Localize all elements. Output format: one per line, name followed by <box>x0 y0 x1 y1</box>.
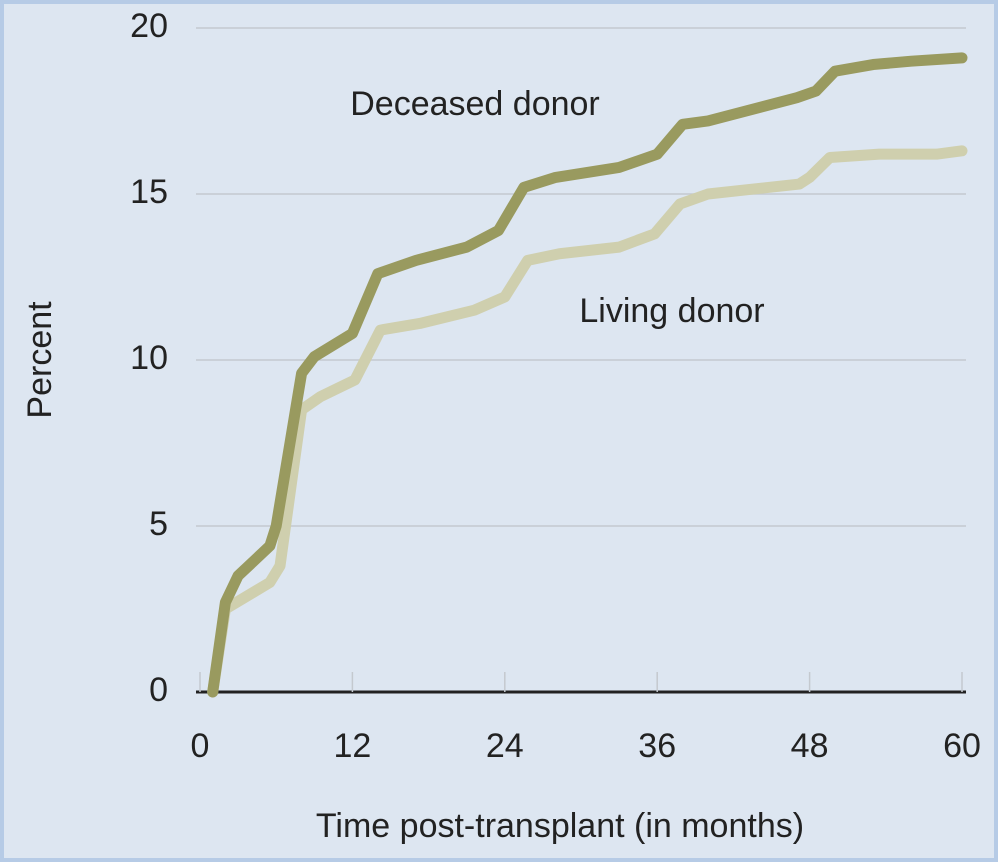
y-tick-label: 15 <box>130 173 168 211</box>
x-tick-label: 36 <box>638 727 676 765</box>
x-tick-label: 12 <box>333 727 371 765</box>
y-axis-label: Percent <box>21 301 59 419</box>
x-tick-label: 60 <box>943 727 981 765</box>
series-label: Living donor <box>579 292 764 330</box>
line-series <box>207 145 968 698</box>
series-label: Deceased donor <box>350 85 600 123</box>
x-tick-label: 48 <box>791 727 829 765</box>
y-tick-label: 10 <box>130 339 168 377</box>
y-tick-label: 5 <box>149 505 168 543</box>
y-tick-label: 0 <box>149 671 168 709</box>
x-tick-label: 24 <box>486 727 524 765</box>
x-axis-label: Time post-transplant (in months) <box>316 807 804 845</box>
y-tick-label: 20 <box>130 7 168 45</box>
line-series <box>207 52 968 698</box>
x-tick-label: 0 <box>191 727 210 765</box>
